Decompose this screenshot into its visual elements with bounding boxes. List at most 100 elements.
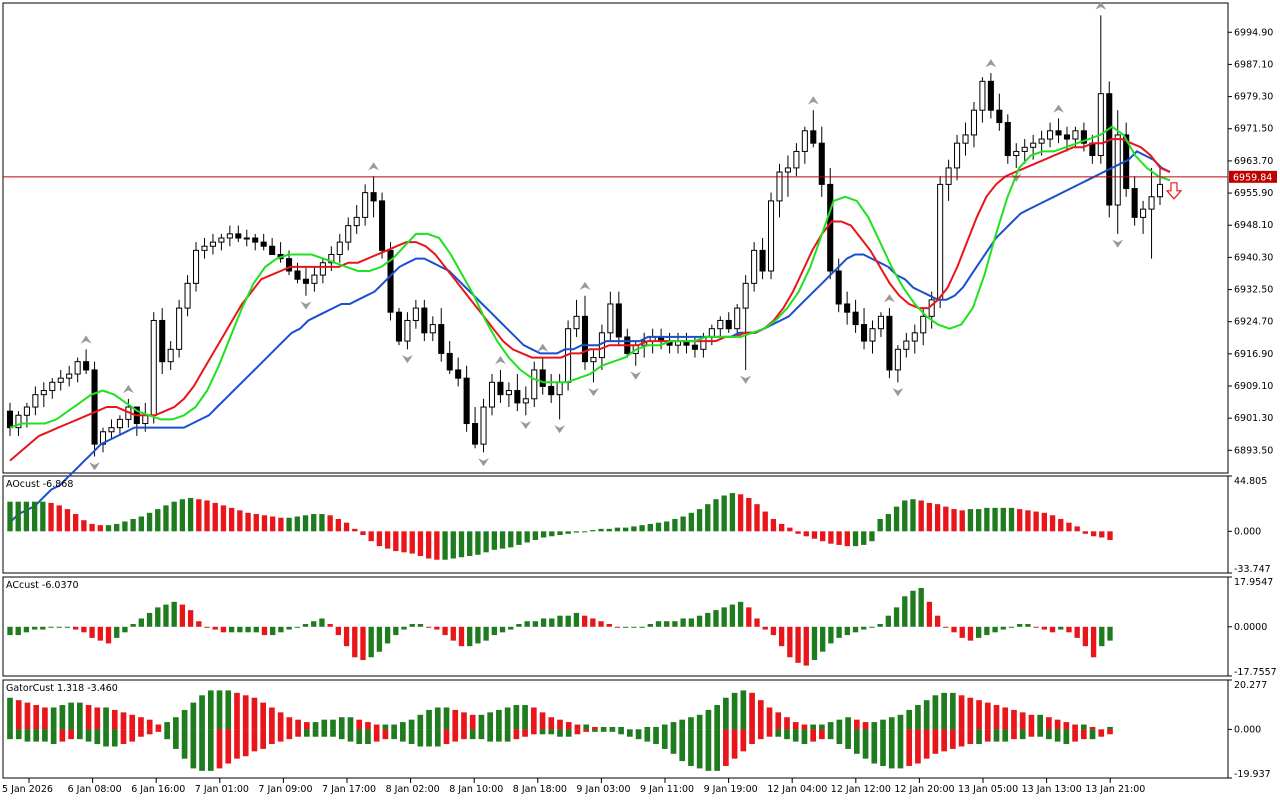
gator-lower-bar: [260, 729, 267, 749]
candle-body-up: [869, 328, 876, 342]
histogram-bar: [1066, 626, 1072, 633]
gator-lower-bar: [592, 729, 598, 732]
gator-upper-bar: [373, 724, 380, 730]
gator-lower-bar: [810, 729, 817, 742]
histogram-bar: [655, 522, 662, 532]
candlestick: [793, 143, 800, 177]
histogram-bar: [1033, 511, 1039, 532]
indicator-tick-label: 44.805: [1234, 476, 1267, 487]
gator-lower-bar: [993, 729, 1000, 742]
candlestick: [209, 233, 216, 255]
candlestick: [962, 122, 969, 156]
candle-body-down: [1106, 93, 1113, 206]
gator-lower-bar: [85, 729, 92, 742]
candle-body-up: [23, 406, 30, 416]
gator-lower-bar: [618, 729, 624, 735]
candle-body-up: [920, 315, 927, 334]
gator-lower-bar: [1072, 729, 1078, 742]
histogram-bar: [261, 626, 268, 636]
candle-body-down: [497, 381, 504, 396]
gator-upper-bar: [810, 724, 817, 730]
gator-lower-bar: [164, 729, 170, 740]
gator-upper-bar: [338, 717, 345, 730]
gator-upper-bar: [68, 702, 74, 730]
histogram-bar: [1017, 624, 1023, 627]
candlestick: [269, 238, 276, 255]
candlestick: [877, 312, 884, 337]
time-axis: 5 Jan 2026 6 Jan 08:00 6 Jan 16:00 7 Jan 01…: [2, 778, 1145, 795]
price-tick-label: 6971.50: [1234, 124, 1273, 135]
candlestick: [734, 303, 741, 337]
candle-body-down: [1080, 130, 1087, 144]
time-tick-label: 5 Jan 2026: [2, 784, 53, 795]
histogram-bar: [401, 626, 407, 630]
candlestick: [852, 299, 859, 333]
histogram-bar: [1017, 509, 1023, 532]
histogram-bar: [483, 626, 489, 641]
current-price-label: 6959.84: [1233, 172, 1272, 183]
gator-lower-bar: [312, 729, 319, 737]
candle-body-up: [911, 332, 918, 342]
histogram-bar: [762, 626, 768, 630]
gator-lower-bar: [513, 729, 520, 740]
histogram-bar: [926, 502, 933, 532]
histogram-bar: [228, 507, 235, 532]
histogram-bar: [31, 626, 38, 630]
histogram-bar: [836, 626, 842, 638]
gator-lower-bar: [897, 729, 904, 769]
gator-lower-bar: [330, 729, 336, 737]
histogram-bar: [754, 618, 760, 627]
gator-lower-bar: [24, 729, 31, 742]
histogram-bar: [245, 512, 251, 532]
candlestick: [869, 320, 876, 354]
candle-body-up: [801, 130, 808, 152]
fractal-down-arrow-icon: [740, 375, 752, 384]
histogram-bar: [1041, 626, 1047, 630]
gator-upper-bar: [77, 702, 83, 730]
gator-upper-bar: [871, 722, 878, 730]
candlestick: [539, 357, 546, 395]
candlestick: [15, 411, 22, 436]
histogram-bar: [425, 531, 432, 559]
candle-body-down: [159, 319, 166, 363]
histogram-bar: [1090, 626, 1097, 658]
candlestick: [1148, 167, 1155, 259]
gator-lower-bar: [496, 729, 502, 742]
gator-lower-bar: [120, 729, 127, 745]
histogram-bar: [795, 531, 801, 534]
panel-frame-main: [2, 2, 1229, 474]
gator-upper-bar: [679, 719, 686, 730]
candlestick: [176, 299, 183, 358]
histogram-bar: [458, 531, 465, 558]
histogram-bar: [311, 514, 317, 532]
gator-upper-bar: [207, 690, 214, 730]
histogram-bar: [647, 624, 653, 627]
gator-lower-bar: [757, 729, 764, 740]
fractal-up-arrow-icon: [494, 356, 506, 365]
histogram-bar: [910, 590, 916, 627]
candlestick: [1140, 200, 1147, 234]
histogram-bar: [803, 626, 809, 666]
candle-body-up: [362, 192, 369, 218]
gator-upper-bar: [251, 697, 258, 730]
candle-body-down: [455, 369, 462, 379]
histogram-bar: [893, 607, 900, 627]
gator-upper-bar: [504, 707, 511, 730]
histogram-bar: [450, 531, 456, 559]
candle-body-up: [226, 233, 233, 239]
gator-upper-bar: [530, 707, 537, 730]
candlestick: [455, 357, 462, 387]
indicator-label: AOcust -6.868: [6, 479, 73, 490]
candle-body-up: [353, 216, 360, 227]
histogram-bar: [302, 515, 309, 532]
candlestick: [1156, 167, 1164, 206]
candle-body-up: [176, 307, 183, 350]
candle-body-down: [472, 423, 479, 445]
gator-lower-bar: [880, 729, 886, 766]
gator-lower-bar: [129, 729, 136, 742]
histogram-bar: [770, 518, 777, 532]
gator-upper-bar: [417, 714, 424, 730]
histogram-bar: [1090, 531, 1097, 537]
